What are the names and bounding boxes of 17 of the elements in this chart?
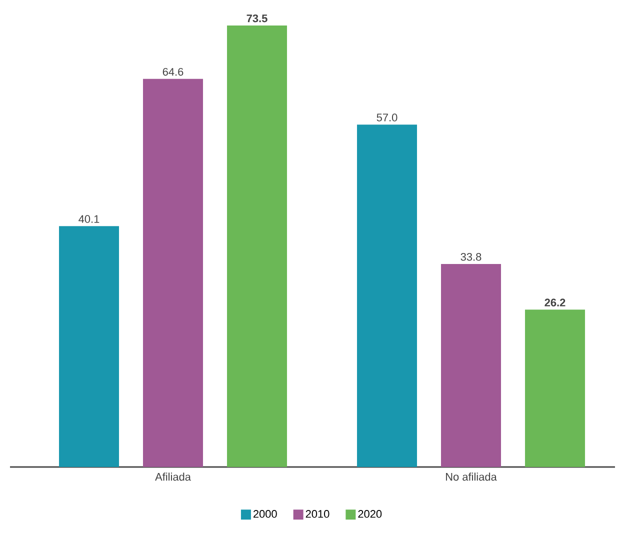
- legend-label: 2020: [358, 510, 382, 518]
- bar: [357, 124, 418, 467]
- data-label: 40.1: [78, 215, 100, 223]
- data-label: 64.6: [162, 68, 184, 76]
- data-label: 57.0: [376, 114, 398, 122]
- bar: [227, 25, 288, 467]
- legend-label: 2010: [306, 510, 330, 518]
- x-tick-label: No afiliada: [446, 472, 497, 481]
- data-label: 73.5: [246, 14, 268, 22]
- legend-label: 2000: [253, 510, 277, 518]
- bar: [441, 264, 502, 467]
- data-label: 26.2: [544, 298, 566, 306]
- bar: [525, 310, 586, 467]
- bar: [143, 78, 204, 467]
- bar: [59, 226, 119, 467]
- data-label: 33.8: [460, 253, 482, 261]
- x-tick-label: Afiliada: [155, 472, 191, 481]
